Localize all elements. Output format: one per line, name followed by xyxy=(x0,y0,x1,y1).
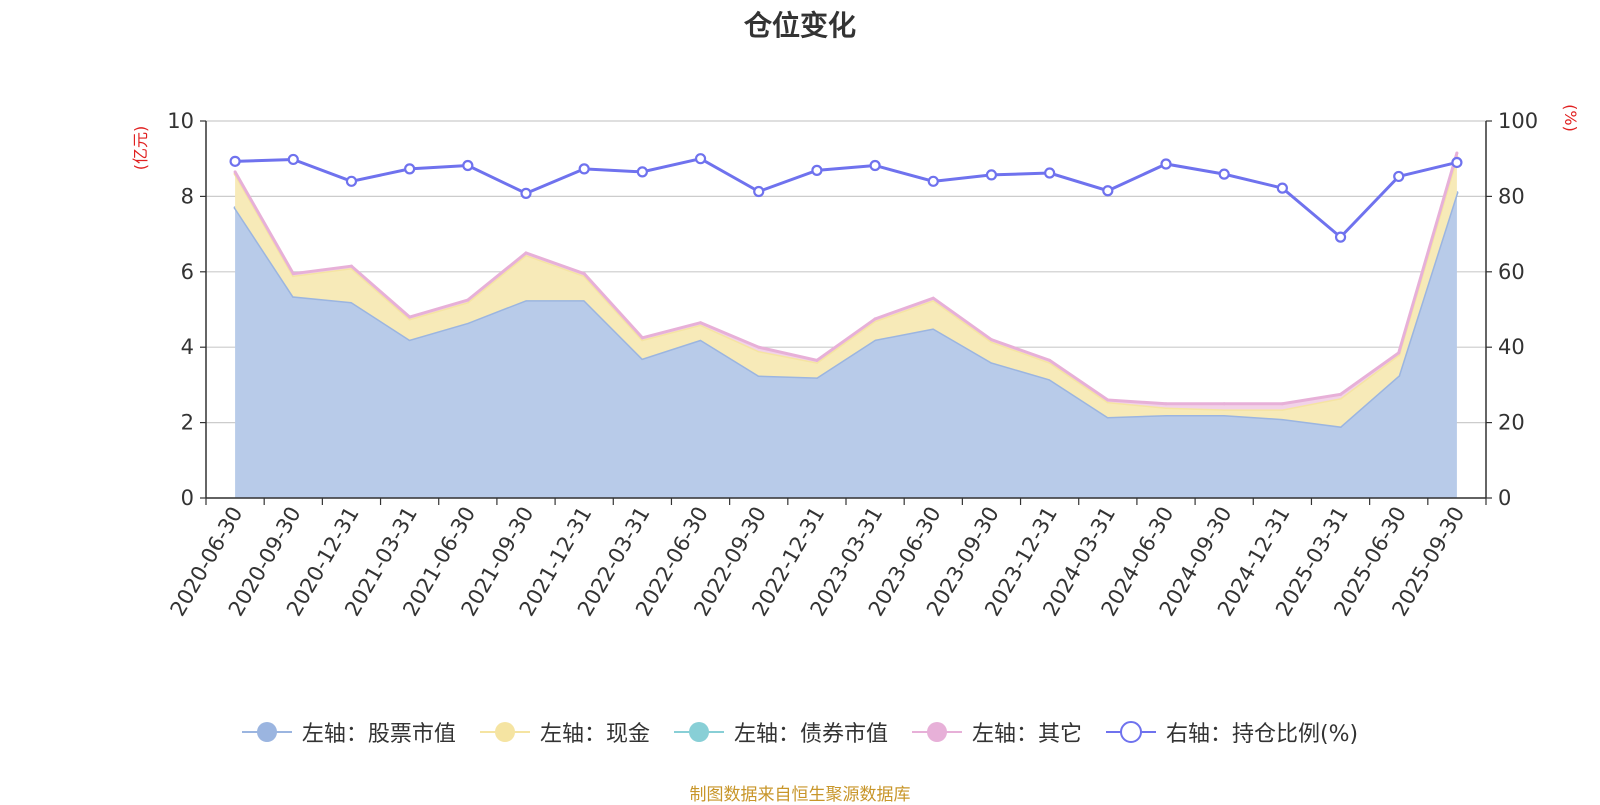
left-tick-label-0: 0 xyxy=(181,486,194,510)
ratio-point-18 xyxy=(1276,182,1288,194)
ratio-point-15 xyxy=(1102,185,1114,197)
ratio-point-8 xyxy=(694,153,707,165)
legend-item-bond[interactable]: 左轴：债券市值 xyxy=(673,716,888,748)
ratio-point-16 xyxy=(1160,158,1172,170)
ratio-point-14 xyxy=(1044,167,1056,179)
legend-ratio-icon xyxy=(1105,721,1156,743)
source-footer: 制图数据来自恒生聚源数据库 xyxy=(689,785,911,805)
chart-plot: 02468100204060801002020-06-302020-09-302… xyxy=(131,104,1580,620)
right-axis-title: (%) xyxy=(1561,104,1580,132)
point-3-6 xyxy=(582,272,586,276)
right-tick-label-5: 100 xyxy=(1498,109,1538,133)
ratio-point-7 xyxy=(636,166,648,178)
legend-label-bond: 左轴：债券市值 xyxy=(733,722,888,747)
ratio-point-12 xyxy=(927,175,939,187)
ratio-point-2 xyxy=(345,175,358,187)
legend-label-other: 左轴：其它 xyxy=(971,722,1082,747)
ratio-point-0 xyxy=(229,155,241,167)
left-tick-label-5: 10 xyxy=(167,109,194,133)
legend-bond-icon xyxy=(673,722,724,742)
point-3-10 xyxy=(815,358,819,362)
point-3-21 xyxy=(1455,151,1459,155)
right-tick-label-3: 60 xyxy=(1498,260,1525,284)
area-0 xyxy=(235,192,1457,498)
ratio-point-19 xyxy=(1334,231,1347,243)
legend-label-cash: 左轴：现金 xyxy=(539,722,650,747)
right-tick-label-0: 0 xyxy=(1498,486,1511,510)
ratio-point-20 xyxy=(1393,170,1405,183)
area-line-3 xyxy=(233,152,1459,406)
legend-stock-icon xyxy=(241,722,292,742)
point-3-4 xyxy=(466,298,470,302)
ratio-point-13 xyxy=(985,169,998,181)
ratio-point-17 xyxy=(1218,168,1230,180)
point-3-0 xyxy=(233,170,237,174)
legend-item-other[interactable]: 左轴：其它 xyxy=(911,716,1082,748)
point-3-5 xyxy=(524,251,528,255)
left-tick-label-2: 4 xyxy=(181,335,194,359)
point-3-2 xyxy=(349,264,353,268)
marker-layer xyxy=(229,153,1463,243)
left-axis-title: (亿元) xyxy=(131,126,150,171)
ratio-point-9 xyxy=(753,185,765,198)
ratio-point-11 xyxy=(869,159,881,172)
ratio-point-5 xyxy=(520,187,532,199)
point-3-11 xyxy=(873,317,877,321)
legend-cash-icon xyxy=(479,722,530,742)
legend: 左轴：股票市值 左轴：现金 左轴：债券市值 左轴：其它 右轴：持仓比例(%) xyxy=(0,716,1600,748)
legend-label-ratio: 右轴：持仓比例(%) xyxy=(1165,722,1359,747)
legend-label-stock: 左轴：股票市值 xyxy=(301,722,456,747)
ratio-line xyxy=(235,157,1458,240)
point-3-17 xyxy=(1222,402,1226,406)
ratio-point-4 xyxy=(462,159,474,172)
legend-item-ratio[interactable]: 右轴：持仓比例(%) xyxy=(1105,716,1359,748)
point-3-3 xyxy=(408,315,412,319)
left-tick-label-4: 8 xyxy=(181,184,194,208)
ratio-point-1 xyxy=(287,153,299,166)
point-3-20 xyxy=(1397,351,1401,355)
left-tick-label-3: 6 xyxy=(181,260,194,284)
legend-item-cash[interactable]: 左轴：现金 xyxy=(479,716,650,748)
ratio-point-10 xyxy=(811,164,823,176)
ratio-point-3 xyxy=(404,163,416,175)
point-3-9 xyxy=(757,345,761,349)
left-tick-label-1: 2 xyxy=(181,411,194,435)
legend-item-stock[interactable]: 左轴：股票市值 xyxy=(241,716,456,748)
legend-other-icon xyxy=(911,722,962,742)
right-tick-label-2: 40 xyxy=(1498,335,1525,359)
ratio-point-21 xyxy=(1451,156,1463,169)
point-3-12 xyxy=(931,296,935,300)
point-3-7 xyxy=(640,336,644,340)
right-tick-label-4: 80 xyxy=(1498,184,1525,208)
point-3-15 xyxy=(1106,398,1110,402)
point-3-18 xyxy=(1280,402,1284,406)
ratio-point-6 xyxy=(578,163,590,175)
point-3-1 xyxy=(291,272,295,276)
point-3-16 xyxy=(1164,402,1168,406)
point-3-14 xyxy=(1048,358,1052,362)
area-layer xyxy=(233,151,1459,498)
point-3-13 xyxy=(989,338,993,342)
point-3-8 xyxy=(699,321,703,325)
chart-title: 仓位变化 xyxy=(743,9,856,42)
right-tick-label-1: 20 xyxy=(1498,411,1525,435)
point-3-19 xyxy=(1339,392,1343,396)
